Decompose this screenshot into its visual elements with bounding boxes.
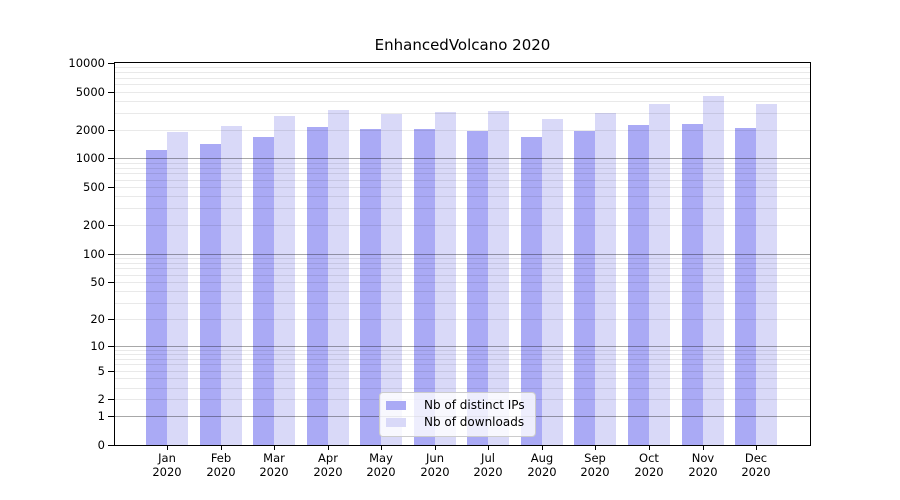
legend-swatch-distinct-ips-icon (386, 401, 406, 410)
y-tick-label-1: 1 (97, 409, 105, 423)
bar-downloads-sep (595, 113, 616, 445)
y-tick-5 (108, 371, 114, 372)
legend-label-downloads: Nb of downloads (424, 415, 525, 429)
x-tick-sep (595, 445, 596, 450)
bar-distinct-ips-nov (682, 124, 703, 445)
legend-item-downloads: Nb of downloads (386, 414, 525, 431)
legend-label-distinct-ips: Nb of distinct IPs (424, 398, 525, 412)
x-tick-label-may: May 2020 (366, 451, 396, 479)
y-tick-500 (108, 187, 114, 188)
y-tick-label-2000: 2000 (75, 123, 105, 137)
bar-downloads-may (381, 114, 402, 445)
y-tick-label-1000: 1000 (75, 151, 105, 165)
y-tick-label-5000: 5000 (75, 85, 105, 99)
x-tick-label-mar: Mar 2020 (259, 451, 289, 479)
bar-distinct-ips-jun (414, 129, 435, 445)
bar-downloads-apr (328, 110, 349, 445)
y-tick-2000 (108, 130, 114, 131)
y-tick-label-20: 20 (90, 312, 105, 326)
plot-area (114, 62, 811, 446)
bar-downloads-mar (274, 116, 295, 445)
x-tick-jan (167, 445, 168, 450)
x-tick-label-nov: Nov 2020 (688, 451, 718, 479)
y-tick-label-10000: 10000 (68, 56, 105, 70)
y-tick-200 (108, 225, 114, 226)
x-tick-oct (649, 445, 650, 450)
gridline-5000 (115, 92, 810, 93)
y-tick-label-500: 500 (83, 180, 105, 194)
bar-distinct-ips-dec (735, 128, 756, 445)
x-tick-label-apr: Apr 2020 (313, 451, 343, 479)
legend-item-distinct-ips: Nb of distinct IPs (386, 397, 525, 414)
y-tick-2 (108, 399, 114, 400)
gridline-6000 (115, 84, 810, 85)
x-tick-feb (221, 445, 222, 450)
gridline-9000 (115, 67, 810, 68)
bar-distinct-ips-jan (146, 150, 167, 445)
x-tick-label-dec: Dec 2020 (741, 451, 771, 479)
y-tick-label-200: 200 (83, 218, 105, 232)
y-tick-1 (108, 416, 114, 417)
x-tick-apr (328, 445, 329, 450)
bar-distinct-ips-may (360, 129, 381, 445)
chart-title: EnhancedVolcano 2020 (374, 36, 551, 54)
x-tick-jul (488, 445, 489, 450)
bar-downloads-feb (221, 126, 242, 445)
x-tick-jun (435, 445, 436, 450)
bar-distinct-ips-apr (307, 127, 328, 445)
x-tick-label-feb: Feb 2020 (206, 451, 236, 479)
y-tick-1000 (108, 158, 114, 159)
y-tick-50 (108, 282, 114, 283)
legend: Nb of distinct IPs Nb of downloads (379, 392, 536, 437)
x-tick-may (381, 445, 382, 450)
x-tick-label-jan: Jan 2020 (152, 451, 182, 479)
y-tick-label-100: 100 (83, 247, 105, 261)
bar-downloads-nov (703, 96, 724, 445)
bar-distinct-ips-sep (574, 131, 595, 445)
bar-downloads-aug (542, 119, 563, 445)
y-tick-100 (108, 254, 114, 255)
x-tick-label-aug: Aug 2020 (527, 451, 557, 479)
x-tick-label-sep: Sep 2020 (580, 451, 610, 479)
x-tick-nov (703, 445, 704, 450)
bar-downloads-jul (488, 111, 509, 445)
y-tick-10000 (108, 63, 114, 64)
y-tick-label-10: 10 (90, 339, 105, 353)
y-tick-10 (108, 346, 114, 347)
x-tick-label-jun: Jun 2020 (420, 451, 450, 479)
y-tick-label-5: 5 (97, 364, 105, 378)
bar-downloads-jan (167, 132, 188, 445)
y-tick-label-50: 50 (90, 275, 105, 289)
bar-distinct-ips-jul (467, 131, 488, 445)
x-tick-label-jul: Jul 2020 (473, 451, 503, 479)
bar-distinct-ips-aug (521, 137, 542, 445)
bar-distinct-ips-oct (628, 125, 649, 445)
gridline-8000 (115, 72, 810, 73)
x-tick-dec (756, 445, 757, 450)
bar-downloads-dec (756, 104, 777, 445)
bar-distinct-ips-mar (253, 137, 274, 445)
x-tick-label-oct: Oct 2020 (634, 451, 664, 479)
x-tick-aug (542, 445, 543, 450)
x-tick-mar (274, 445, 275, 450)
y-tick-20 (108, 319, 114, 320)
gridline-7000 (115, 78, 810, 79)
bar-downloads-oct (649, 104, 670, 445)
y-tick-0 (108, 445, 114, 446)
y-tick-label-0: 0 (97, 438, 105, 452)
bar-distinct-ips-feb (200, 144, 221, 445)
y-tick-5000 (108, 92, 114, 93)
bar-downloads-jun (435, 112, 456, 445)
y-tick-label-2: 2 (97, 392, 105, 406)
legend-swatch-downloads-icon (386, 418, 406, 427)
